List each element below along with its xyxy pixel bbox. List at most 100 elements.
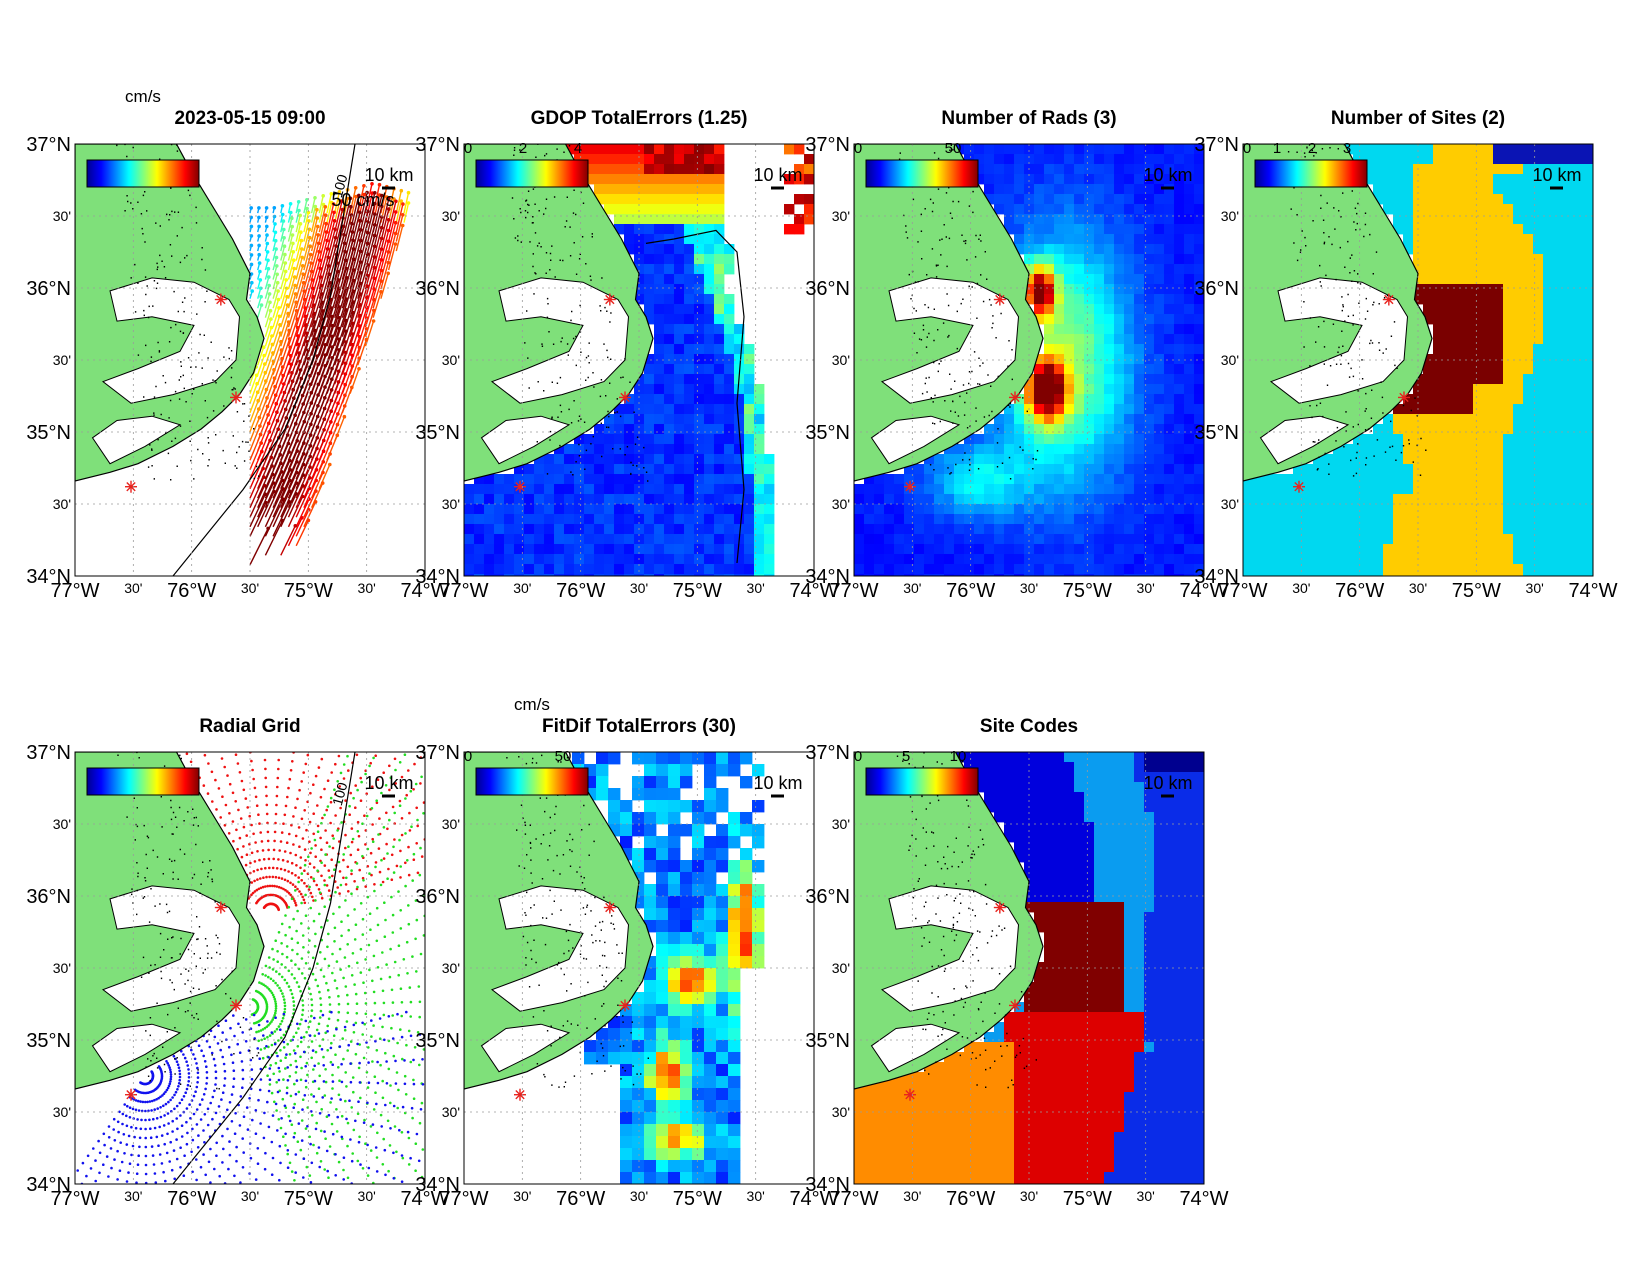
gdop-y-tick-0: 37°N <box>415 134 460 156</box>
num-rads-shore-dots <box>898 144 1039 480</box>
num-sites-sound-1 <box>1259 415 1350 465</box>
radial-grid-colorbar <box>86 767 200 796</box>
site-codes-scale-bar: 10 km <box>1143 773 1193 798</box>
site-codes-site-marker-0 <box>993 901 1006 914</box>
num-rads-cb-tick-0: 0 <box>854 140 862 157</box>
num-sites-site-marker-1 <box>1398 391 1410 404</box>
total-vectors-plot-area: 100 <box>75 144 411 576</box>
radial-grid-points <box>76 752 425 1184</box>
num-sites-shore-dots <box>1287 146 1427 477</box>
fitdif-y-tick-2: 36°N <box>415 886 460 908</box>
gdop-cells <box>464 144 814 576</box>
fitdif-y-tick-6: 34°N <box>415 1174 460 1196</box>
num-rads-y-tick-0: 37°N <box>805 134 850 156</box>
fitdif-y-tick-3: 30' <box>442 960 460 976</box>
total-vectors-y-tick-1: 30' <box>53 208 71 224</box>
panel-gdop: 77°W 30' 76°W 30' 75°W 30' 74°W 37°N 30' 36°N 30' 3… <box>415 108 838 602</box>
num-rads-x-tick-0: 77°W <box>829 580 878 602</box>
num-sites-cb-tick-1: 1 <box>1273 140 1281 157</box>
fitdif-cb-tick-0: 0 <box>464 748 472 765</box>
gdop-x-tick-0: 77°W <box>439 580 488 602</box>
site-codes-site-marker-1 <box>1009 999 1021 1012</box>
num-sites-scale-label: 10 km <box>1532 165 1581 185</box>
num-sites-x-tick-5: 30' <box>1526 580 1544 596</box>
total-vectors-x-tick-0: 77°W <box>50 580 99 602</box>
num-sites-scale-bar: 10 km <box>1532 165 1582 190</box>
num-rads-y-tick-4: 35°N <box>805 422 850 444</box>
total-vectors-x-tick-3: 30' <box>241 580 259 596</box>
site-codes-cells <box>854 752 1204 1184</box>
fitdif-x-tick-2: 76°W <box>556 1188 605 1210</box>
total-vectors-vector-scale-label: 50 cm/s <box>331 190 394 210</box>
num-rads-plot-area <box>854 144 1204 576</box>
gdop-scale-bar: 10 km <box>753 165 803 190</box>
fitdif-y-tick-5: 30' <box>442 1104 460 1120</box>
gdop-x-tick-3: 30' <box>630 580 648 596</box>
total-vectors-isobath: 100 <box>172 144 356 576</box>
site-codes-gridlines <box>854 752 1204 1184</box>
site-codes-y-tick-1: 30' <box>832 816 850 832</box>
num-sites-sound-0 <box>1269 277 1409 404</box>
panel-num-rads: 77°W 30' 76°W 30' 75°W 30' 74°W 37°N 30' 36°N 30' 3… <box>805 108 1228 602</box>
fitdif-cb-tick-1: 50 <box>555 748 572 765</box>
site-codes-x-tick-4: 75°W <box>1063 1188 1112 1210</box>
site-codes-site-marker-2 <box>904 1088 916 1101</box>
site-codes-plot-area <box>854 752 1204 1184</box>
radial-grid-y-tick-1: 30' <box>53 816 71 832</box>
num-sites-y-tick-3: 30' <box>1221 352 1239 368</box>
site-codes-colorbar: 0 5 10 <box>854 748 979 796</box>
num-rads-scale-label: 10 km <box>1143 165 1192 185</box>
num-sites-x-tick-1: 30' <box>1292 580 1310 596</box>
site-codes-title: Site Codes <box>980 716 1078 737</box>
radial-grid-isobath-label: 100 <box>329 780 351 807</box>
total-vectors-site-marker-1 <box>230 391 242 404</box>
num-rads-sound-0 <box>880 277 1020 404</box>
radial-grid-site-marker-2 <box>125 1088 137 1101</box>
gdop-cb-tick-1: 2 <box>519 140 527 157</box>
fitdif-x-tick-3: 30' <box>630 1188 648 1204</box>
num-sites-x-tick-3: 30' <box>1409 580 1427 596</box>
num-rads-y-tick-3: 30' <box>832 352 850 368</box>
num-sites-site-marker-0 <box>1382 293 1395 306</box>
num-sites-gridlines <box>1243 144 1593 576</box>
num-rads-site-marker-1 <box>1009 391 1021 404</box>
site-codes-x-tick-2: 76°W <box>946 1188 995 1210</box>
total-vectors-scale-bar: 10 km <box>364 165 414 190</box>
radial-grid-sound-0 <box>101 885 241 1012</box>
panel-num-sites: 77°W 30' 76°W 30' 75°W 30' 74°W 37°N 30' 36°N 30' 3… <box>1194 108 1617 602</box>
fitdif-y-tick-4: 35°N <box>415 1030 460 1052</box>
radial-grid-scale-bar: 10 km <box>364 773 414 798</box>
total-vectors-vector-scale: 50 cm/s <box>331 190 394 210</box>
gdop-colorbar: 0 2 4 <box>464 140 589 188</box>
radial-grid-y-tick-4: 35°N <box>26 1030 71 1052</box>
radial-grid-sound-1 <box>91 1023 182 1073</box>
gdop-site-marker-2 <box>514 480 526 493</box>
gdop-site-marker-1 <box>619 391 631 404</box>
num-rads-scale-bar: 10 km <box>1143 165 1193 190</box>
gdop-plot-area <box>464 144 814 576</box>
num-rads-y-tick-6: 34°N <box>805 566 850 588</box>
total-vectors-title: 2023-05-15 09:00 <box>174 108 325 129</box>
gdop-y-tick-3: 30' <box>442 352 460 368</box>
total-vectors-site-marker-2 <box>125 480 137 493</box>
total-vectors-y-tick-4: 35°N <box>26 422 71 444</box>
fitdif-axes-box <box>463 751 815 1185</box>
radial-grid-y-tick-3: 30' <box>53 960 71 976</box>
radial-grid-x-tick-0: 77°W <box>50 1188 99 1210</box>
radial-grid-x-tick-5: 30' <box>358 1188 376 1204</box>
total-vectors-colorbar: cm/s <box>86 87 200 188</box>
num-sites-y-tick-0: 37°N <box>1194 134 1239 156</box>
fitdif-site-marker-2 <box>514 1088 526 1101</box>
total-vectors-y-tick-2: 36°N <box>26 278 71 300</box>
panel-fitdif: 77°W 30' 76°W 30' 75°W 30' 74°W 37°N 30' 36°N 30' 3… <box>415 695 838 1210</box>
num-rads-x-tick-5: 30' <box>1137 580 1155 596</box>
num-sites-x-tick-6: 74°W <box>1568 580 1617 602</box>
site-codes-y-tick-5: 30' <box>832 1104 850 1120</box>
num-rads-x-tick-3: 30' <box>1020 580 1038 596</box>
site-codes-x-tick-0: 77°W <box>829 1188 878 1210</box>
fitdif-x-tick-5: 30' <box>747 1188 765 1204</box>
site-codes-y-tick-3: 30' <box>832 960 850 976</box>
site-codes-y-tick-6: 34°N <box>805 1174 850 1196</box>
total-vectors-site-marker-0 <box>214 293 227 306</box>
num-rads-y-tick-5: 30' <box>832 496 850 512</box>
